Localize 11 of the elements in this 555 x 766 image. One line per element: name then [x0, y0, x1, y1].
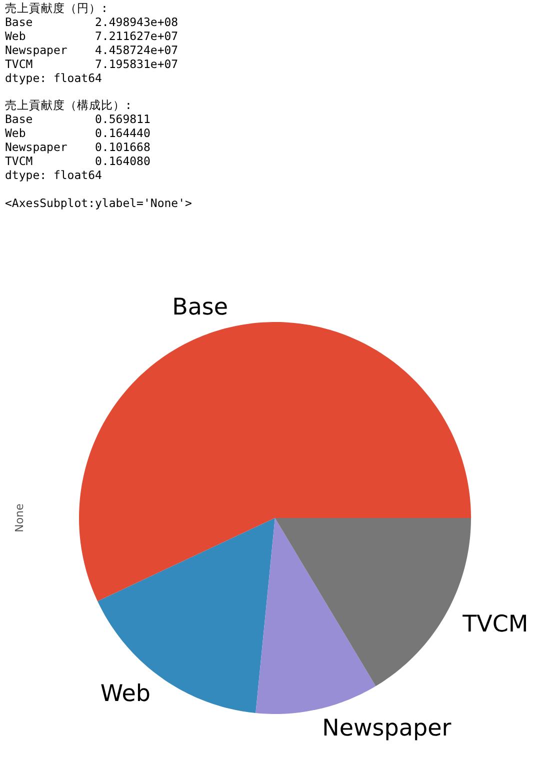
- text: None: [13, 503, 26, 532]
- slice-label: Base: [172, 294, 228, 321]
- pie-slice: [256, 518, 376, 714]
- slice-label: Newspaper: [322, 715, 452, 742]
- slice-label: Web: [100, 681, 151, 708]
- text: <AxesSubplot:ylabel='None'>: [5, 196, 192, 211]
- slice-label: TVCM: [462, 611, 528, 638]
- pie-slice: [79, 322, 471, 602]
- pie-slice: [98, 518, 275, 714]
- text: 売上貢献度（構成比）: Base 0.569811 Web 0.164440 Newspaper 0.101668 TVCM 0.164080 dtype: float64: [5, 98, 152, 183]
- text: 売上貢献度（円）: Base 2.498943e+08 Web 7.211627e+07 Newspaper 4.458724e+07 TVCM 7.195831e+07 dtype: float64: [5, 1, 180, 86]
